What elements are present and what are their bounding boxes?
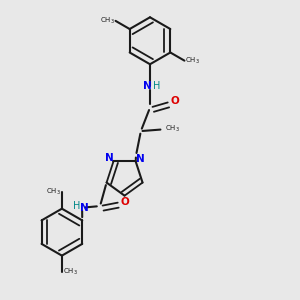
Text: CH$_3$: CH$_3$ — [185, 56, 200, 66]
Text: H: H — [73, 201, 80, 211]
Text: CH$_3$: CH$_3$ — [165, 123, 180, 134]
Text: O: O — [120, 197, 129, 207]
Text: H: H — [154, 81, 161, 92]
Text: N: N — [136, 154, 145, 164]
Text: N: N — [143, 81, 152, 92]
Text: CH$_3$: CH$_3$ — [100, 16, 115, 26]
Text: O: O — [170, 96, 179, 106]
Text: N: N — [80, 203, 89, 213]
Text: N: N — [105, 153, 114, 163]
Text: CH$_3$: CH$_3$ — [63, 267, 78, 277]
Text: CH$_3$: CH$_3$ — [46, 187, 61, 197]
